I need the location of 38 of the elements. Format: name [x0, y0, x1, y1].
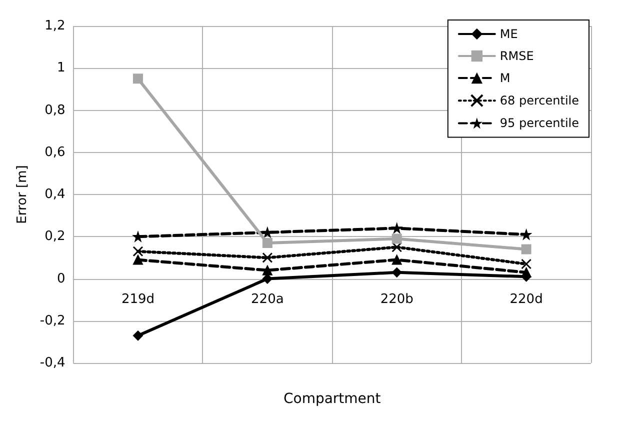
point [392, 223, 402, 234]
legend-label: M [500, 71, 510, 85]
y-tick-label: 0,6 [44, 144, 66, 160]
legend-label: RMSE [500, 49, 534, 63]
point [521, 244, 532, 254]
point [262, 252, 273, 263]
point [392, 267, 402, 278]
y-tick-label: 0 [56, 271, 66, 286]
point [132, 74, 143, 84]
point [392, 234, 402, 244]
point [132, 246, 144, 257]
point [262, 274, 272, 284]
y-tick-label: 0,2 [44, 229, 66, 244]
point [132, 232, 143, 242]
x-tick-label: 220a [251, 292, 284, 307]
y-tick-label: 1,2 [44, 18, 66, 34]
point [262, 238, 272, 248]
point [262, 227, 272, 238]
y-tick-label: -0,4 [40, 356, 66, 370]
x-tick-label: 220b [380, 292, 414, 307]
legend-label: ME [500, 27, 518, 41]
x-tick-label: 219d [121, 292, 155, 307]
point [521, 230, 532, 240]
point [392, 254, 402, 265]
point [262, 265, 272, 276]
y-tick-label: 0,4 [44, 187, 66, 202]
y-axis-title: Error [m] [15, 165, 30, 224]
x-tick-label: 220d [510, 292, 543, 307]
point [521, 258, 532, 270]
point [392, 242, 402, 252]
y-tick-label: 0,8 [44, 102, 66, 118]
y-tick-label: -0,2 [40, 313, 66, 328]
point [132, 254, 143, 265]
x-axis-title: Compartment [283, 391, 382, 407]
legend-label: 95 percentile [500, 116, 580, 130]
legend-label: 68 percentile [500, 94, 580, 108]
point [132, 330, 143, 341]
y-tick-label: 1 [56, 60, 66, 76]
